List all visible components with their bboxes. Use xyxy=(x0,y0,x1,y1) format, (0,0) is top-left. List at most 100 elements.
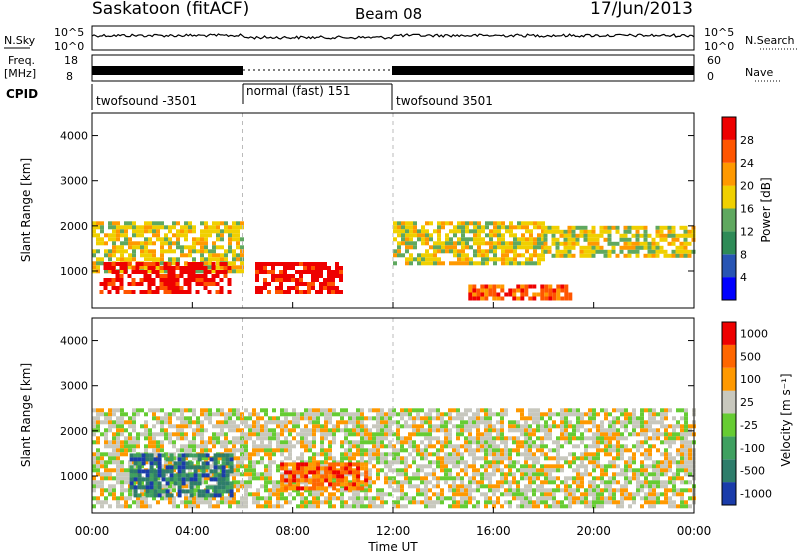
vel-cell xyxy=(300,412,304,417)
vel-cell xyxy=(632,476,636,481)
power-cell xyxy=(659,249,664,254)
power-cell xyxy=(497,225,501,230)
vel-cell xyxy=(364,504,368,509)
power-cell xyxy=(663,253,668,258)
power-cell xyxy=(236,221,240,226)
vel-cell xyxy=(644,420,648,425)
power-cell xyxy=(240,245,244,250)
power-cell xyxy=(223,266,228,270)
vel-cell xyxy=(652,492,656,497)
vel-cell xyxy=(516,492,520,497)
vel-cell xyxy=(544,436,548,441)
power-cell xyxy=(103,266,108,270)
power-cell xyxy=(541,241,545,246)
vel-cell xyxy=(532,432,536,437)
power-cell xyxy=(421,237,425,242)
power-cell xyxy=(401,229,405,234)
vel-cell xyxy=(500,408,504,413)
vel-cell xyxy=(288,428,292,433)
power-cell xyxy=(473,229,477,234)
power-cell xyxy=(184,229,188,234)
power-cell xyxy=(283,266,287,270)
power-cell xyxy=(555,241,560,246)
vel-cell xyxy=(96,412,100,417)
vel-cell xyxy=(157,457,162,462)
vel-cell xyxy=(504,456,508,461)
vel-cell xyxy=(300,456,304,461)
vel-cell xyxy=(512,460,516,465)
vel-cell xyxy=(264,468,268,473)
power-cell xyxy=(128,253,132,258)
vel-cell xyxy=(564,412,568,417)
vel-cell xyxy=(108,472,112,477)
vel-cell xyxy=(612,436,616,441)
power-cell xyxy=(151,266,156,270)
vel-cell xyxy=(176,428,180,433)
vel-cell xyxy=(640,480,644,485)
vel-cell xyxy=(336,424,340,429)
vel-cell xyxy=(160,420,164,425)
vel-cell xyxy=(428,408,432,413)
vel-cell xyxy=(276,448,280,453)
vel-cell xyxy=(608,440,612,445)
vel-cell xyxy=(484,444,488,449)
power-cell xyxy=(655,249,660,254)
vel-cell xyxy=(408,432,412,437)
vel-cell xyxy=(352,496,356,501)
vel-cell xyxy=(404,472,408,477)
power-cell xyxy=(307,282,311,286)
vel-cell xyxy=(176,448,180,453)
vel-cell xyxy=(368,416,372,421)
power-cell xyxy=(115,290,120,294)
vel-cell xyxy=(284,486,289,491)
power-cell xyxy=(413,245,417,250)
vel-cell xyxy=(656,420,660,425)
vel-cell xyxy=(304,440,308,445)
power-cell xyxy=(551,225,556,230)
vel-cell xyxy=(360,432,364,437)
power-cell xyxy=(124,249,128,254)
vel-cell xyxy=(244,468,248,473)
vel-cell xyxy=(488,428,492,433)
vel-cell xyxy=(168,500,172,505)
vel-cell xyxy=(624,424,628,429)
vel-cell xyxy=(456,488,460,493)
vel-cell xyxy=(460,420,464,425)
power-cell xyxy=(537,221,541,226)
vel-cell xyxy=(428,460,432,465)
vel-cell xyxy=(656,448,660,453)
vel-cell xyxy=(628,448,632,453)
vel-cell xyxy=(136,500,140,505)
vel-cell xyxy=(640,488,644,493)
power-cell xyxy=(120,269,124,274)
power-cell xyxy=(567,249,572,254)
vel-cell xyxy=(380,440,384,445)
power-cell xyxy=(493,221,497,226)
vel-cell xyxy=(228,440,232,445)
vel-cell xyxy=(288,478,293,483)
power-cell xyxy=(103,282,108,286)
power-cell xyxy=(627,237,632,242)
vel-cell xyxy=(212,436,216,441)
vel-cell xyxy=(204,412,208,417)
vel-cell xyxy=(532,412,536,417)
power-cell xyxy=(216,261,220,266)
vel-cell xyxy=(252,460,256,465)
power-cell xyxy=(179,266,184,270)
vel-cell xyxy=(132,428,136,433)
vel-cell xyxy=(648,420,652,425)
vel-cell xyxy=(344,436,348,441)
power-cell xyxy=(127,274,132,278)
power-cell xyxy=(96,225,100,230)
vel-cell xyxy=(260,496,264,501)
power-cell xyxy=(96,261,100,266)
vel-cell xyxy=(432,416,436,421)
power-cell xyxy=(559,229,564,234)
vel-cell xyxy=(356,460,360,465)
vel-cell xyxy=(408,452,412,457)
vel-cell xyxy=(156,440,160,445)
vel-cell xyxy=(584,420,588,425)
vel-cell xyxy=(528,488,532,493)
vel-cell xyxy=(124,472,128,477)
vel-cell xyxy=(148,440,152,445)
